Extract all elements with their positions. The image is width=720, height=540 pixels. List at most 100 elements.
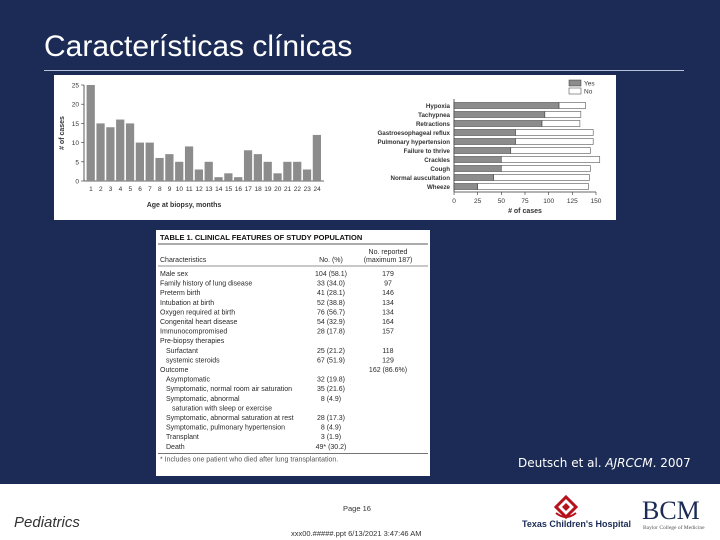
symptom-chart-category-label: Wheeze <box>427 184 451 191</box>
table-cell-label: Symptomatic, pulmonary hypertension <box>166 425 285 432</box>
table-cell-reported: 129 <box>382 357 394 364</box>
symptom-chart-bar-no <box>501 165 591 172</box>
age-chart-y-tick-label: 0 <box>75 179 79 186</box>
table-cell-reported: 157 <box>382 329 394 336</box>
table-cell-value: 8 (4.9) <box>321 396 341 403</box>
table-row: Immunocompromised 28 (17.8) 157 <box>160 329 394 336</box>
legend-label-yes: Yes <box>584 81 595 88</box>
table-cell-label: Surfactant <box>166 348 198 355</box>
citation-year: . 2007 <box>652 456 691 470</box>
symptom-chart-category-label: Tachypnea <box>418 112 450 119</box>
age-chart-bar <box>234 177 243 181</box>
table-cell-value: 104 (58.1) <box>315 271 347 278</box>
age-chart-bar <box>224 173 233 181</box>
table-col2-header: No. (%) <box>319 257 343 264</box>
symptom-chart-bar-yes <box>453 183 478 190</box>
table-cell-value: 8 (4.9) <box>321 425 341 432</box>
age-chart-bar <box>165 154 174 181</box>
citation: Deutsch et al. AJRCCM. 2007 <box>518 456 691 470</box>
age-chart-y-tick-label: 25 <box>72 83 80 90</box>
age-chart-bar <box>273 173 282 181</box>
footer-file-info: xxx00.#####.ppt 6/13/2021 3:47:46 AM <box>291 529 422 538</box>
table-cell-label: Family history of lung disease <box>160 281 252 288</box>
bcm-logo-text: BCM <box>642 496 700 525</box>
table-cell-value: 32 (19.8) <box>317 377 345 384</box>
table-cell-value: 67 (51.9) <box>317 357 345 364</box>
table-row: Symptomatic, abnormal saturation at rest… <box>166 415 345 422</box>
table-cell-value: 3 (1.9) <box>321 434 341 441</box>
table-cell-reported: 179 <box>382 271 394 278</box>
age-chart-x-tick-label: 16 <box>235 186 243 193</box>
table-cell-label: Immunocompromised <box>160 329 227 336</box>
bcm-logo: BCM Baylor College of Medicine <box>642 496 705 531</box>
symptom-chart: Hypoxia Tachypnea Retractions Gastroesophag… <box>377 79 602 215</box>
legend-swatch-no <box>568 87 582 95</box>
age-chart-bar <box>175 161 184 181</box>
table-cell-value: 28 (17.3) <box>317 415 345 422</box>
symptom-chart-x-tick-label: 100 <box>543 198 554 205</box>
table-row: Symptomatic, normal room air saturation 3… <box>166 386 345 393</box>
table-row: Surfactant 25 (21.2) 118 <box>166 348 394 355</box>
age-chart-x-tick-label: 23 <box>304 186 312 193</box>
age-chart-bar <box>135 142 144 181</box>
age-chart-x-tick-label: 15 <box>225 186 233 193</box>
clinical-features-table: TABLE 1. CLINICAL FEATURES OF STUDY POPU… <box>156 230 430 476</box>
table-row: Death 49* (30.2) <box>166 444 346 451</box>
table-cell-reported: 97 <box>384 281 392 288</box>
table-row: Pre-biopsy therapies <box>160 338 225 345</box>
age-chart-y-tick-label: 15 <box>72 121 80 128</box>
table-cell-label: Asymptomatic <box>166 377 210 384</box>
age-chart-bar <box>194 169 203 181</box>
table-cell-label: Pre-biopsy therapies <box>160 338 225 345</box>
citation-author: Deutsch et al. <box>518 456 606 470</box>
footer-page-number: Page 16 <box>343 504 371 513</box>
symptom-chart-bar-no <box>515 129 594 136</box>
table-cell-label: Intubation at birth <box>160 300 214 307</box>
age-chart-bar <box>204 161 213 181</box>
table-row: Symptomatic, abnormal 8 (4.9) <box>166 396 341 403</box>
age-chart-bar <box>283 161 292 181</box>
age-chart-x-tick-label: 14 <box>215 186 223 193</box>
age-chart-y-label: # of cases <box>59 116 66 150</box>
age-chart-y-tick-label: 20 <box>72 102 80 109</box>
age-chart-bar <box>155 157 164 181</box>
table-cell-value: 52 (38.8) <box>317 300 345 307</box>
age-chart-bar <box>125 123 135 181</box>
symptom-chart-bar-yes <box>453 156 502 163</box>
age-chart-x-tick-label: 5 <box>128 186 132 193</box>
age-chart-bar <box>96 123 105 181</box>
symptom-chart-bar-no <box>515 138 594 145</box>
table-cell-label: Male sex <box>160 271 189 278</box>
table-cell-reported: 134 <box>382 300 394 307</box>
table-cell-reported: 118 <box>382 348 393 355</box>
table-cell-label: Death <box>166 444 185 451</box>
table-title: TABLE 1. CLINICAL FEATURES OF STUDY POPU… <box>160 233 362 242</box>
symptom-chart-bar-no <box>544 111 582 118</box>
symptom-chart-x-tick-label: 150 <box>591 198 602 205</box>
age-chart-x-tick-label: 8 <box>158 186 162 193</box>
symptom-chart-x-tick-label: 75 <box>521 198 529 205</box>
age-chart-x-tick-label: 3 <box>109 186 113 193</box>
symptom-chart-bar-yes <box>453 102 560 109</box>
tch-logo-text: Texas Children's Hospital <box>522 519 631 529</box>
age-chart-y-tick-label: 5 <box>75 159 79 166</box>
table-cell-label: Symptomatic, abnormal <box>166 396 240 403</box>
symptom-chart-category-label: Crackles <box>424 157 450 164</box>
tch-emblem-icon <box>553 494 579 520</box>
charts-panel: 0 5 10 15 20 25 1 2 3 4 5 6 7 8 9 10 11 12 13 14 15 16 17 18 19 2… <box>54 75 616 220</box>
table-cell-value: 54 (32.9) <box>317 319 345 326</box>
table-cell-label: systemic steroids <box>166 357 220 364</box>
symptom-chart-category-label: Cough <box>430 166 450 173</box>
table-row: Intubation at birth 52 (38.8) 134 <box>160 300 394 307</box>
age-chart-x-tick-label: 10 <box>176 186 184 193</box>
table-cell-label: Symptomatic, abnormal saturation at rest <box>166 415 294 422</box>
age-chart-bar <box>253 154 262 181</box>
table-row: Male sex 104 (58.1) 179 <box>160 271 394 278</box>
table-cell-value: 35 (21.6) <box>317 386 345 393</box>
table-cell-value: 25 (21.2) <box>317 348 345 355</box>
age-chart-x-tick-label: 12 <box>195 186 203 193</box>
symptom-chart-bar-yes <box>453 138 516 145</box>
symptom-chart-category-label: Hypoxia <box>426 103 451 110</box>
